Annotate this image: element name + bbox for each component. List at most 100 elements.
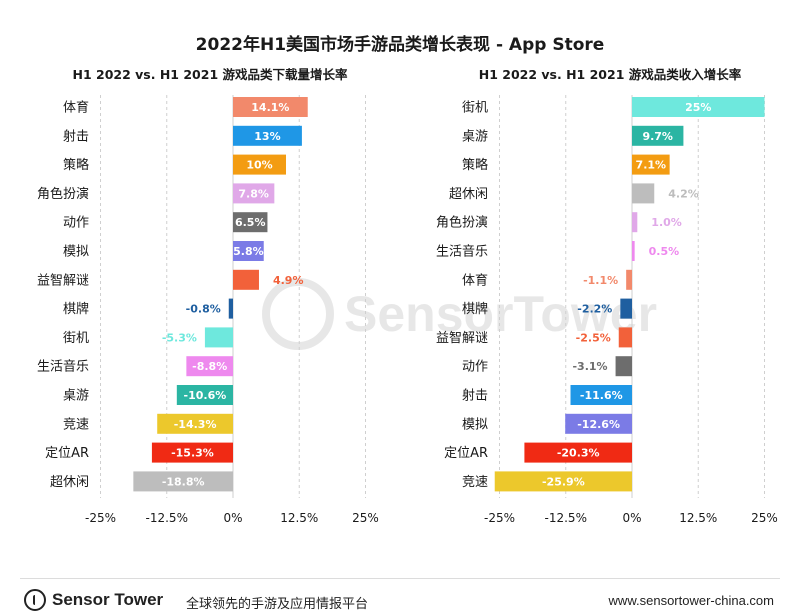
footer: Sensor Tower 全球领先的手游及应用情报平台 www.sensorto… <box>0 578 800 614</box>
data-label: 13% <box>254 130 280 143</box>
bar <box>157 413 233 434</box>
bar <box>632 212 638 233</box>
category-label: 桌游 <box>462 129 488 144</box>
x-tick-label: -25% <box>85 511 116 525</box>
x-tick-label: 0% <box>622 511 641 525</box>
bar <box>204 327 233 348</box>
chart-main-title: 2022年H1美国市场手游品类增长表现 - App Store <box>195 35 605 55</box>
data-label: -20.3% <box>557 447 600 460</box>
category-label: 生活音乐 <box>436 244 488 260</box>
x-tick-label: -12.5% <box>545 511 587 525</box>
bar <box>620 298 632 319</box>
sensor-tower-logo-icon <box>24 589 46 611</box>
bar <box>228 298 233 319</box>
data-label: 4.2% <box>668 187 699 200</box>
category-label: 竞速 <box>63 416 89 432</box>
category-label: 定位AR <box>45 446 89 461</box>
x-tick-label: 12.5% <box>280 511 318 525</box>
bar <box>133 471 233 492</box>
data-label: -18.8% <box>162 475 205 488</box>
bar <box>233 212 268 233</box>
category-label: 角色扮演 <box>37 186 89 202</box>
bar <box>233 97 308 117</box>
data-label: -2.5% <box>576 331 611 344</box>
x-tick-label: -25% <box>484 511 515 525</box>
bar <box>632 97 765 117</box>
data-label: 7.1% <box>636 159 667 172</box>
x-tick-label: 25% <box>751 511 778 525</box>
category-label: 模拟 <box>462 417 488 432</box>
data-label: -10.6% <box>184 389 227 402</box>
category-label: 街机 <box>63 331 89 346</box>
data-label: 6.5% <box>235 216 266 229</box>
category-label: 策略 <box>462 157 488 173</box>
category-label: 体育 <box>462 272 488 288</box>
category-label: 动作 <box>63 216 89 231</box>
data-label: -3.1% <box>572 360 607 373</box>
data-label: 25% <box>685 101 711 114</box>
data-label: 7.8% <box>238 187 269 200</box>
footer-divider <box>20 578 780 579</box>
data-label: -2.2% <box>577 303 612 316</box>
category-label: 竞速 <box>462 474 488 490</box>
data-label: -11.6% <box>580 389 623 402</box>
bar <box>632 154 670 175</box>
category-label: 棋牌 <box>462 301 488 317</box>
left-panel-title: H1 2022 vs. H1 2021 游戏品类下载量增长率 <box>72 67 348 82</box>
x-tick-label: 25% <box>352 511 379 525</box>
data-label: 10% <box>246 159 272 172</box>
bar <box>615 356 632 377</box>
bar <box>565 413 632 434</box>
charts-canvas: -25% -12.5% 0% 12.5% 25% 体育 14.1% 射击 13% 策略 10% 角色扮… <box>37 95 778 525</box>
bar <box>233 241 264 261</box>
footer-url-link[interactable]: www.sensortower-china.com <box>608 593 774 608</box>
data-label: 14.1% <box>251 101 289 114</box>
category-label: 超休闲 <box>50 475 89 490</box>
bar <box>632 183 655 204</box>
category-label: 街机 <box>462 101 488 116</box>
data-label: -8.8% <box>192 360 227 373</box>
category-label: 策略 <box>63 157 89 173</box>
data-label: 5.8% <box>233 245 264 258</box>
download-growth-chart: -25% -12.5% 0% 12.5% 25% 体育 14.1% 射击 13% 策略 10% 角色扮… <box>37 95 379 525</box>
data-label: -0.8% <box>186 303 221 316</box>
bar <box>233 183 275 204</box>
bar <box>233 269 259 290</box>
bar <box>176 385 233 405</box>
category-label: 超休闲 <box>449 187 488 202</box>
bar <box>632 125 684 146</box>
category-label: 角色扮演 <box>436 215 488 231</box>
data-label: 4.9% <box>273 274 304 287</box>
x-tick-label: 12.5% <box>679 511 717 525</box>
bar <box>524 442 632 463</box>
brand: Sensor Tower <box>24 589 163 611</box>
data-label: -25.9% <box>542 475 585 488</box>
category-label: 体育 <box>63 100 89 116</box>
data-label: 0.5% <box>649 245 680 258</box>
data-label: 1.0% <box>651 216 682 229</box>
category-label: 动作 <box>462 360 488 375</box>
category-label: 模拟 <box>63 245 89 260</box>
category-label: 桌游 <box>63 389 89 404</box>
revenue-growth-chart: -25% -12.5% 0% 12.5% 25% 街机 25% 桌游 9.7% 策略 7.1% 超休闲… <box>436 95 778 525</box>
category-label: 生活音乐 <box>37 359 89 375</box>
data-label: -1.1% <box>583 274 618 287</box>
brand-name: Sensor Tower <box>52 590 164 609</box>
bar <box>626 269 632 290</box>
data-label: -14.3% <box>174 418 217 431</box>
bar <box>618 327 632 348</box>
bar <box>186 356 233 377</box>
category-label: 定位AR <box>444 446 488 461</box>
category-label: 益智解谜 <box>436 331 488 346</box>
category-label: 益智解谜 <box>37 273 89 288</box>
bar <box>570 385 632 405</box>
data-label: -12.6% <box>577 418 620 431</box>
bar <box>151 442 233 463</box>
footer-tagline: 全球领先的手游及应用情报平台 <box>186 597 369 612</box>
category-label: 射击 <box>63 128 89 144</box>
category-label: 棋牌 <box>63 301 89 317</box>
bar <box>233 154 286 175</box>
x-tick-label: 0% <box>223 511 242 525</box>
data-label: -15.3% <box>171 447 214 460</box>
category-label: 射击 <box>462 388 488 404</box>
